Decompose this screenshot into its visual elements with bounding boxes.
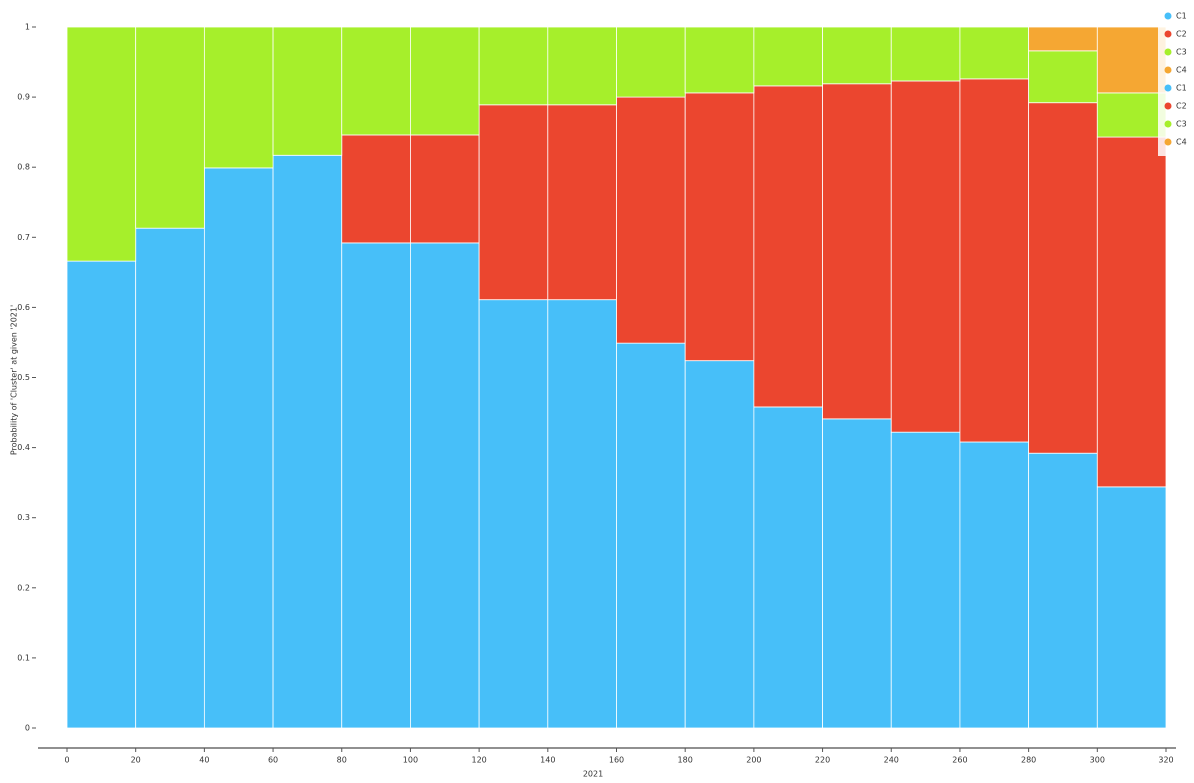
y-tick-label: 0.7	[17, 233, 30, 242]
x-tick-label: 140	[540, 756, 555, 765]
x-tick-label: 200	[746, 756, 761, 765]
bar	[478, 299, 549, 729]
x-tick-label: 320	[1158, 756, 1173, 765]
x-tick-label: 220	[815, 756, 830, 765]
y-tick-label: 0.3	[17, 513, 30, 522]
bar	[959, 441, 1030, 729]
bar	[66, 26, 137, 262]
bar	[203, 167, 274, 729]
bar	[341, 26, 411, 136]
x-tick-label: 80	[337, 756, 347, 765]
y-tick-label: 0.8	[17, 163, 30, 172]
bar	[341, 242, 411, 729]
legend-label: C4	[1176, 66, 1187, 75]
y-tick-label: 0.1	[17, 653, 30, 662]
legend-label: C3	[1176, 48, 1187, 57]
bar	[203, 26, 274, 169]
y-axis-label: Probability of 'Cluster' at given '2021'	[10, 305, 19, 455]
bar	[547, 299, 617, 729]
x-axis-label: 2021	[583, 770, 603, 779]
bar	[341, 134, 411, 244]
bar	[890, 431, 961, 729]
legend-marker	[1164, 48, 1172, 56]
bar	[616, 26, 686, 98]
bar	[1028, 50, 1098, 104]
y-tick-label: 1	[25, 23, 30, 32]
bar	[616, 96, 686, 344]
bar	[410, 134, 480, 244]
legend-label: C4	[1176, 138, 1187, 147]
legend-marker	[1164, 120, 1172, 128]
x-tick-label: 0	[64, 756, 69, 765]
bar	[753, 406, 823, 729]
legend-label: C2	[1176, 102, 1187, 111]
x-tick-label: 100	[403, 756, 418, 765]
y-tick-label: 0.9	[17, 93, 30, 102]
bar	[890, 80, 961, 433]
bar	[684, 26, 755, 94]
x-tick-label: 20	[131, 756, 141, 765]
legend-marker	[1164, 66, 1172, 74]
bar	[547, 26, 617, 106]
x-tick-label: 280	[1021, 756, 1036, 765]
bar	[1096, 136, 1167, 488]
legend-box	[1158, 6, 1194, 156]
bar	[753, 26, 823, 87]
bar	[822, 26, 892, 85]
bar	[1028, 452, 1098, 729]
bar	[684, 360, 755, 729]
bar	[66, 260, 137, 729]
bar	[272, 154, 343, 729]
y-tick-label: 0.2	[17, 583, 30, 592]
legend-marker	[1164, 84, 1172, 92]
x-tick-label: 40	[199, 756, 209, 765]
x-tick-label: 180	[678, 756, 693, 765]
bar	[478, 26, 549, 106]
legend-label: C2	[1176, 30, 1187, 39]
bar	[959, 26, 1030, 80]
bar	[1028, 102, 1098, 454]
bar	[890, 26, 961, 82]
x-tick-label: 300	[1090, 756, 1105, 765]
bar	[959, 78, 1030, 443]
legend-marker	[1164, 102, 1172, 110]
y-tick-label: 0.5	[17, 373, 30, 382]
bar	[684, 92, 755, 362]
x-tick-label: 120	[471, 756, 486, 765]
legend-label: C1	[1176, 84, 1187, 93]
legend-marker	[1164, 12, 1172, 20]
bar	[1096, 26, 1167, 94]
bar	[822, 83, 892, 420]
bar	[410, 26, 480, 136]
legend-marker	[1164, 138, 1172, 146]
bar	[753, 85, 823, 408]
bar	[547, 104, 617, 301]
bar	[135, 227, 205, 729]
y-tick-label: 0.4	[17, 443, 30, 452]
x-tick-label: 260	[952, 756, 967, 765]
bar	[478, 104, 549, 301]
x-tick-label: 160	[609, 756, 624, 765]
legend-label: C1	[1176, 12, 1187, 21]
x-tick-label: 60	[268, 756, 278, 765]
bar	[1096, 92, 1167, 138]
bar	[616, 342, 686, 729]
legend-marker	[1164, 30, 1172, 38]
y-tick-label: 0.6	[17, 303, 30, 312]
bar	[272, 26, 343, 156]
bar	[1096, 486, 1167, 729]
bar	[410, 242, 480, 729]
bar	[822, 418, 892, 729]
legend-label: C3	[1176, 120, 1187, 129]
bar	[135, 26, 205, 229]
bar	[1028, 26, 1098, 52]
x-tick-label: 240	[884, 756, 899, 765]
y-tick-label: 0	[25, 724, 30, 733]
